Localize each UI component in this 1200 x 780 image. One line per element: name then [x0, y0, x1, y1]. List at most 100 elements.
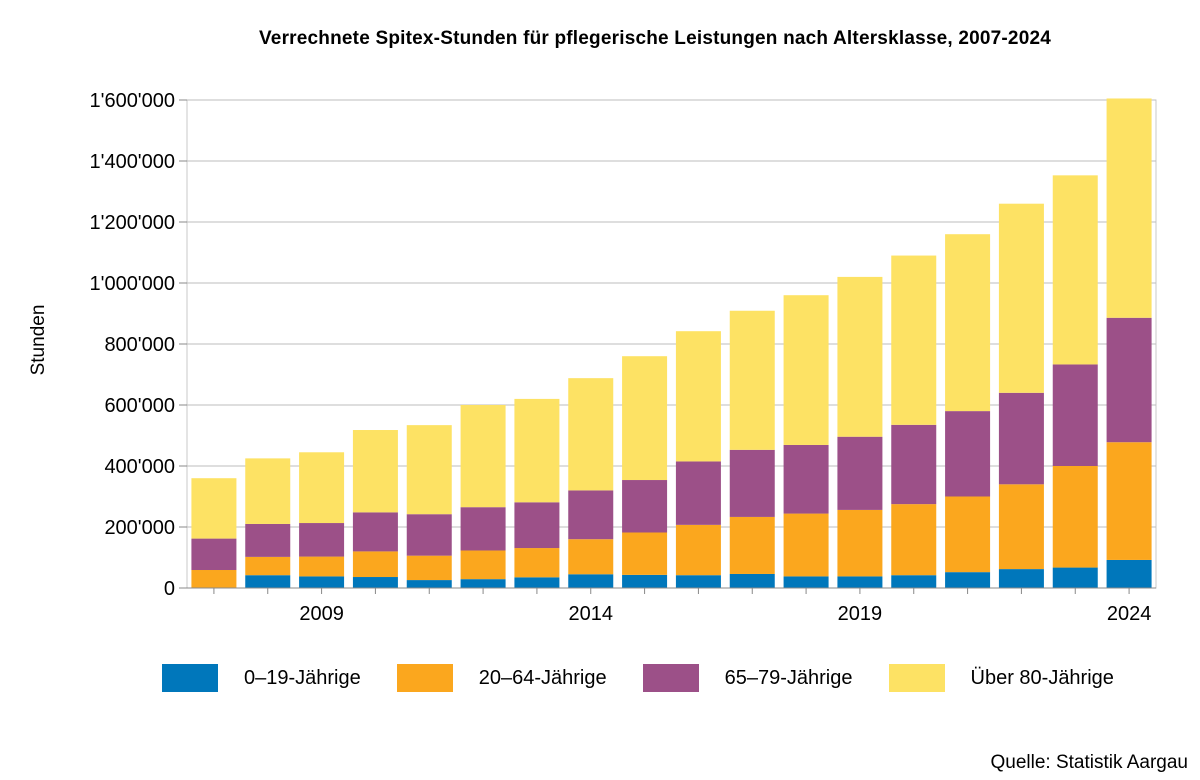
- bar-segment: [1052, 466, 1098, 568]
- bar-segment: [460, 507, 506, 551]
- bar-segment: [783, 444, 829, 514]
- bar-segment: [783, 513, 829, 577]
- chart-title: Verrechnete Spitex-Stunden für pflegeris…: [258, 28, 1052, 49]
- bar-segment: [622, 480, 668, 533]
- bar-segment: [352, 577, 398, 588]
- bar-segment: [245, 523, 291, 557]
- bar-segment: [514, 577, 560, 588]
- y-tick-label: 1'600'000: [90, 90, 176, 112]
- bar-segment: [299, 576, 345, 588]
- y-tick-label: 400'000: [104, 456, 175, 478]
- bar-segment: [837, 509, 883, 577]
- bar-segment: [945, 572, 991, 588]
- bar-segment: [891, 575, 937, 588]
- bar-segment: [675, 524, 721, 576]
- legend-item: 20–64-Jährige: [396, 664, 607, 692]
- bar-segment: [1106, 98, 1152, 318]
- bar-segment: [945, 496, 991, 573]
- bar-segment: [783, 576, 829, 588]
- y-tick-label: 0: [164, 578, 175, 600]
- bar-segment: [1052, 567, 1098, 588]
- bar-segment: [406, 425, 452, 515]
- bar-segment: [299, 556, 345, 577]
- bar-segment: [568, 539, 614, 575]
- bar-segment: [783, 295, 829, 445]
- bar-segment: [245, 458, 291, 524]
- bar-segment: [675, 575, 721, 588]
- bar-segment: [406, 555, 452, 581]
- bar-segment: [568, 378, 614, 491]
- x-tick-label: 2024: [1107, 603, 1152, 625]
- x-tick-label: 2019: [838, 603, 883, 625]
- bar-segment: [891, 504, 937, 576]
- bar-segment: [191, 478, 237, 539]
- bars-layer: [191, 98, 1152, 588]
- bar-segment: [568, 490, 614, 540]
- legend-swatch: [162, 664, 218, 692]
- y-tick-label: 600'000: [104, 395, 175, 417]
- bar-segment: [837, 276, 883, 437]
- bar-segment: [1106, 442, 1152, 560]
- bar-segment: [998, 484, 1044, 570]
- bar-segment: [622, 574, 668, 588]
- y-tick-label: 1'200'000: [90, 212, 176, 234]
- bar-segment: [622, 532, 668, 575]
- bar-segment: [460, 579, 506, 588]
- bar-segment: [460, 405, 506, 508]
- bar-segment: [729, 310, 775, 450]
- bar-segment: [299, 452, 345, 524]
- bar-segment: [191, 570, 237, 588]
- legend-label: Über 80-Jährige: [970, 666, 1114, 689]
- legend: 0–19-Jährige 20–64-Jährige 65–79-Jährige Üb…: [162, 664, 1150, 692]
- bar-segment: [514, 398, 560, 503]
- legend-label: 0–19-Jährige: [244, 666, 361, 689]
- bar-segment: [622, 356, 668, 481]
- grid-layer: [186, 99, 1157, 589]
- y-tick-label: 200'000: [104, 517, 175, 539]
- legend-label: 20–64-Jährige: [478, 666, 607, 689]
- bar-segment: [675, 461, 721, 525]
- bar-segment: [998, 392, 1044, 485]
- chart-canvas: 0 200'000 400'000 600'000 800'000 1'000'000 1'…: [28, 90, 1157, 625]
- bar-segment: [1106, 559, 1152, 588]
- bar-segment: [729, 516, 775, 574]
- legend-swatch: [888, 664, 945, 692]
- bar-segment: [1052, 175, 1098, 365]
- bar-segment: [245, 575, 291, 588]
- bar-segment: [191, 538, 237, 571]
- bar-segment: [675, 331, 721, 462]
- y-tick-label: 1'000'000: [90, 273, 176, 295]
- bar-segment: [945, 234, 991, 412]
- bar-segment: [514, 502, 560, 549]
- bar-segment: [352, 512, 398, 552]
- x-tick-label: 2014: [569, 603, 614, 625]
- bar-segment: [729, 573, 775, 588]
- bar-segment: [352, 430, 398, 513]
- bar-segment: [891, 255, 937, 425]
- bar-segment: [568, 574, 614, 588]
- legend-label: 65–79-Jährige: [724, 666, 853, 689]
- y-tick-label: 800'000: [104, 334, 175, 356]
- bar-segment: [837, 436, 883, 510]
- bar-segment: [406, 514, 452, 556]
- bar-segment: [245, 556, 291, 576]
- bar-segment: [729, 449, 775, 517]
- bar-segment: [514, 548, 560, 578]
- source-note: Quelle: Statistik Aargau: [990, 752, 1189, 773]
- y-tick-label: 1'400'000: [90, 151, 176, 173]
- bar-segment: [998, 203, 1044, 393]
- bar-segment: [998, 569, 1044, 588]
- legend-item: 0–19-Jährige: [162, 664, 361, 692]
- bar-segment: [945, 411, 991, 497]
- bar-segment: [406, 580, 452, 588]
- bar-segment: [891, 424, 937, 505]
- bar-segment: [299, 523, 345, 557]
- bar-segment: [460, 550, 506, 580]
- legend-item: Über 80-Jährige: [888, 664, 1114, 692]
- bar-segment: [1106, 317, 1152, 443]
- bar-segment: [837, 576, 883, 588]
- legend-swatch: [642, 664, 699, 692]
- y-axis-label: Stunden: [28, 305, 49, 376]
- axis-layer: 0 200'000 400'000 600'000 800'000 1'000'000 1'…: [90, 90, 1156, 625]
- x-tick-label: 2009: [299, 603, 344, 625]
